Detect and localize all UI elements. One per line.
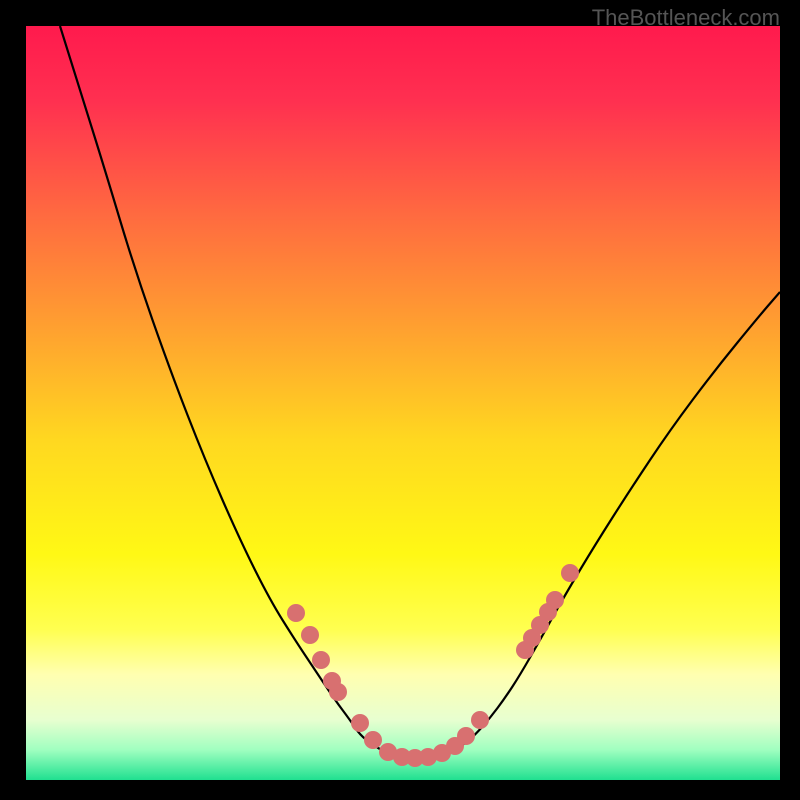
watermark-text: TheBottleneck.com [592,5,780,31]
data-marker [301,626,319,644]
data-marker [364,731,382,749]
curve-line [60,26,780,758]
data-marker [457,727,475,745]
plot-area [26,26,780,780]
chart-svg [26,26,780,780]
data-marker [351,714,369,732]
data-marker [329,683,347,701]
data-marker [546,591,564,609]
data-marker [561,564,579,582]
data-marker [471,711,489,729]
data-marker [287,604,305,622]
data-marker [312,651,330,669]
